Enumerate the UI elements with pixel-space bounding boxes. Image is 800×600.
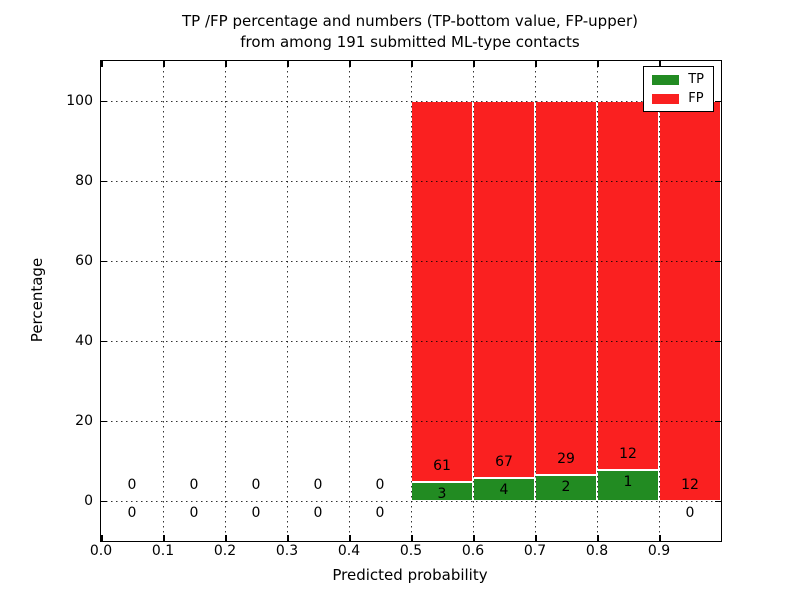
legend-label-tp: TP — [688, 72, 704, 87]
x-tick-bottom — [659, 535, 661, 541]
x-tick-top — [473, 61, 475, 67]
x-tick-label: 0.7 — [523, 543, 547, 559]
x-tick-label: 0.4 — [337, 543, 361, 559]
y-tick-right — [715, 100, 721, 102]
tp-count-label: 2 — [561, 479, 571, 496]
legend: TP FP — [643, 66, 714, 112]
x-gridline — [596, 61, 598, 541]
x-tick-label: 0.1 — [151, 543, 175, 559]
chart-title: TP /FP percentage and numbers (TP-bottom… — [182, 11, 638, 53]
y-tick-right — [715, 260, 721, 262]
tp-count-label: 0 — [127, 505, 137, 521]
x-axis-label: Predicted probability — [332, 566, 488, 584]
fp-count-label: 0 — [189, 477, 199, 493]
x-tick-top — [597, 61, 599, 67]
fp-count-label: 0 — [375, 477, 385, 493]
tp-count-label: 0 — [313, 505, 323, 521]
legend-item-tp: TP — [652, 72, 704, 87]
fp-swatch — [652, 93, 680, 104]
x-tick-top — [411, 61, 413, 67]
x-gridline — [658, 61, 660, 541]
y-tick-right — [715, 420, 721, 422]
y-tick-left — [101, 180, 107, 182]
y-tick-left — [101, 260, 107, 262]
x-tick-bottom — [597, 535, 599, 541]
x-tick-top — [225, 61, 227, 67]
fp-count-label: 67 — [495, 454, 513, 471]
y-tick-left — [101, 340, 107, 342]
x-tick-label: 0.9 — [647, 543, 671, 559]
x-tick-label: 0.5 — [399, 543, 423, 559]
x-gridline — [224, 61, 226, 541]
y-tick-right — [715, 500, 721, 502]
y-axis-label: Percentage — [28, 257, 46, 343]
tp-count-label: 4 — [499, 482, 509, 499]
legend-item-fp: FP — [652, 91, 704, 106]
x-gridline — [286, 61, 288, 541]
y-tick-label: 0 — [84, 493, 93, 509]
x-tick-label: 0.8 — [585, 543, 609, 559]
chart-title-line2: from among 191 submitted ML-type contact… — [240, 33, 580, 51]
x-tick-label: 0.3 — [275, 543, 299, 559]
x-tick-top — [101, 61, 103, 67]
tp-bar — [535, 475, 597, 501]
x-tick-bottom — [349, 535, 351, 541]
fp-bar — [473, 101, 535, 479]
x-tick-bottom — [225, 535, 227, 541]
fp-count-label: 12 — [619, 446, 637, 463]
x-tick-bottom — [287, 535, 289, 541]
x-tick-top — [659, 61, 661, 67]
fp-bar — [411, 101, 473, 483]
x-tick-bottom — [535, 535, 537, 541]
y-tick-left — [101, 420, 107, 422]
fp-count-label: 0 — [251, 477, 261, 493]
x-tick-label: 0.6 — [461, 543, 485, 559]
tp-count-label: 1 — [623, 474, 633, 491]
y-tick-label: 80 — [75, 173, 93, 189]
chart-title-line1: TP /FP percentage and numbers (TP-bottom… — [182, 12, 638, 30]
x-tick-top — [163, 61, 165, 67]
x-tick-bottom — [473, 535, 475, 541]
x-gridline — [534, 61, 536, 541]
fp-bar — [659, 101, 721, 501]
fp-count-label: 12 — [681, 477, 699, 493]
y-tick-label: 40 — [75, 333, 93, 349]
tp-count-label: 0 — [685, 505, 695, 521]
x-tick-bottom — [163, 535, 165, 541]
tp-swatch — [652, 74, 680, 85]
plot-area: TP FP 0.0 0.1 0.2 0.3 0.4 0.5 0.6 0.7 0.8 0.9 0 20 4… — [66, 60, 722, 559]
x-gridline — [348, 61, 350, 541]
y-tick-label: 20 — [75, 413, 93, 429]
y-tick-left — [101, 100, 107, 102]
tp-count-label: 3 — [437, 486, 447, 503]
x-tick-bottom — [411, 535, 413, 541]
fp-bar — [597, 101, 659, 471]
x-tick-top — [287, 61, 289, 67]
fp-bar — [535, 101, 597, 476]
y-tick-right — [715, 340, 721, 342]
tp-count-label: 0 — [189, 505, 199, 521]
legend-label-fp: FP — [688, 91, 704, 106]
fp-count-label: 29 — [557, 451, 575, 468]
y-tick-label: 60 — [75, 253, 93, 269]
y-tick-left — [101, 500, 107, 502]
x-gridline — [410, 61, 412, 541]
fp-count-label: 0 — [127, 477, 137, 493]
fp-count-label: 61 — [433, 458, 451, 475]
tp-count-label: 0 — [251, 505, 261, 521]
tp-count-label: 0 — [375, 505, 385, 521]
x-tick-top — [535, 61, 537, 67]
x-tick-bottom — [101, 535, 103, 541]
x-tick-label: 0.2 — [213, 543, 237, 559]
y-tick-label: 100 — [66, 93, 93, 109]
x-gridline — [472, 61, 474, 541]
x-gridline — [162, 61, 164, 541]
y-tick-right — [715, 180, 721, 182]
x-tick-top — [349, 61, 351, 67]
x-tick-label: 0.0 — [89, 543, 113, 559]
fp-count-label: 0 — [313, 477, 323, 493]
